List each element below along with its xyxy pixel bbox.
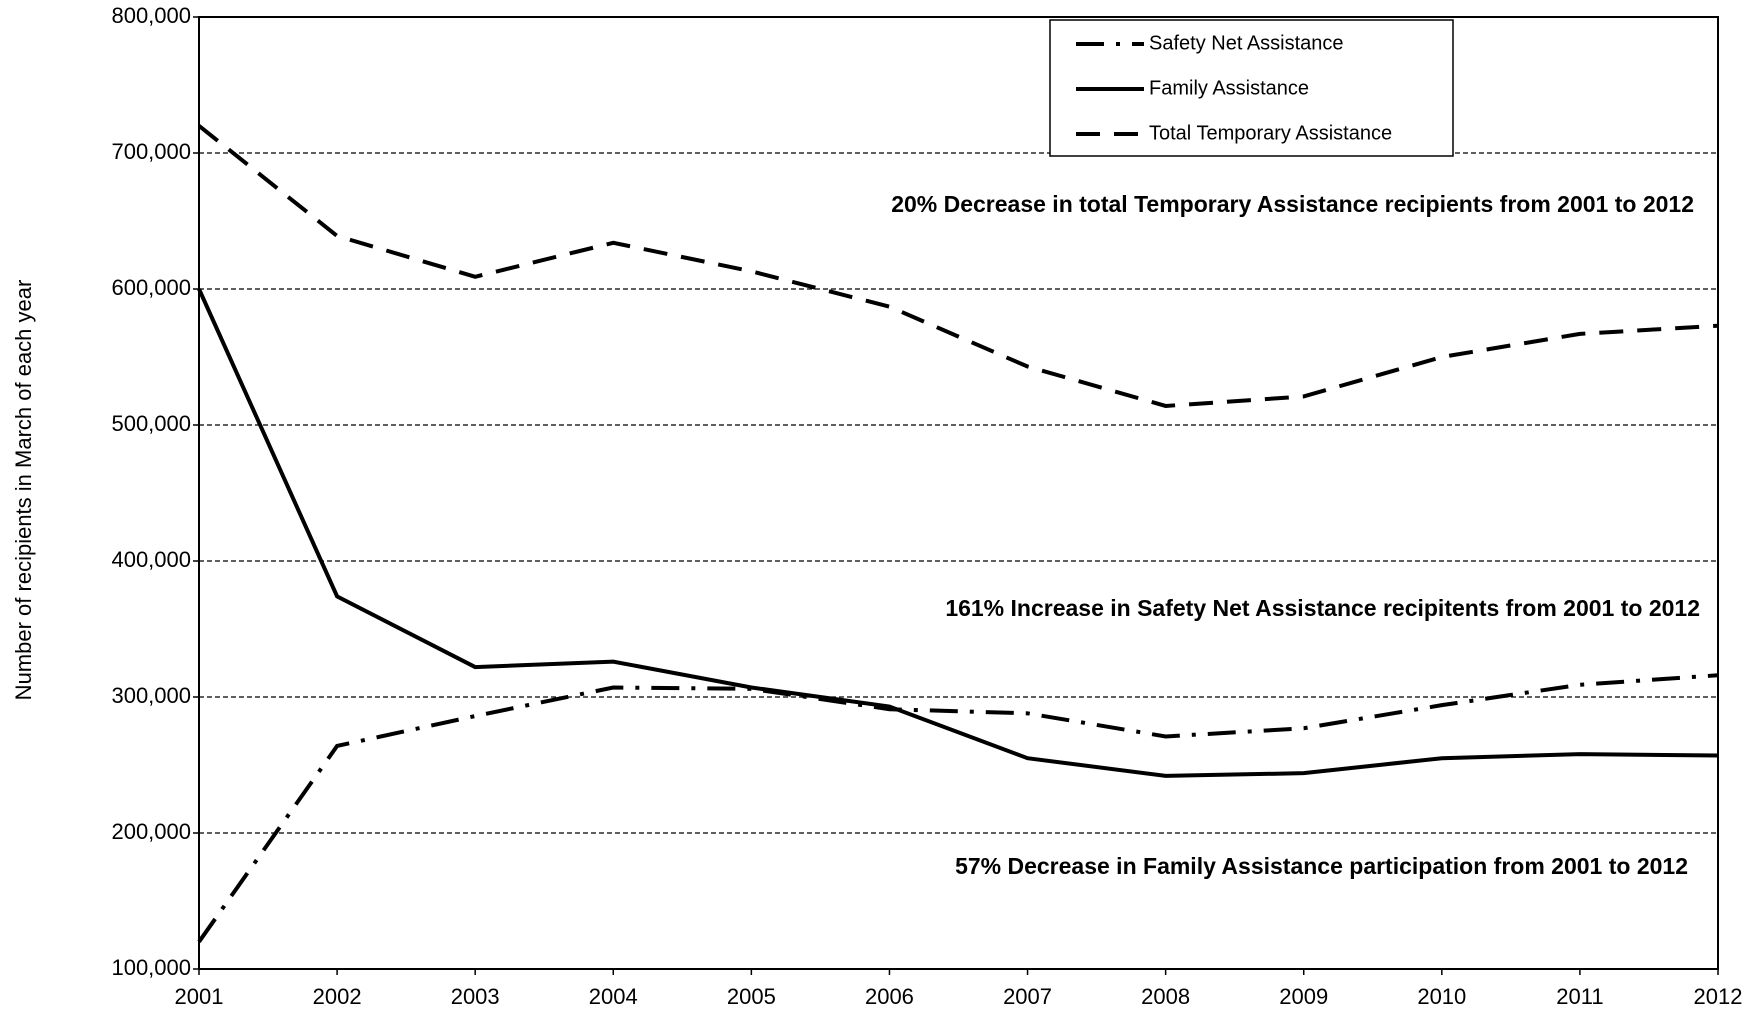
x-tick-label: 2002	[313, 984, 362, 1009]
x-tick-label: 2004	[589, 984, 638, 1009]
y-tick-label: 800,000	[111, 3, 191, 28]
x-tick-label: 2003	[451, 984, 500, 1009]
series-line	[197, 124, 1719, 408]
x-tick-label: 2011	[1556, 984, 1603, 1009]
series-line	[197, 288, 1719, 778]
x-tick-label: 2012	[1694, 984, 1743, 1009]
annotation: 161% Increase in Safety Net Assistance r…	[945, 595, 1700, 621]
series-line	[197, 673, 1719, 943]
x-tick-label: 2010	[1417, 984, 1466, 1009]
y-tick-label: 500,000	[111, 411, 191, 436]
y-tick-label: 600,000	[111, 275, 191, 300]
y-tick-label: 300,000	[111, 683, 191, 708]
x-tick-label: 2006	[865, 984, 914, 1009]
y-tick-label: 400,000	[111, 547, 191, 572]
annotation: 57% Decrease in Family Assistance partic…	[955, 853, 1688, 879]
x-tick-label: 2001	[175, 984, 224, 1009]
x-tick-label: 2007	[1003, 984, 1052, 1009]
y-tick-label: 700,000	[111, 139, 191, 164]
x-tick-label: 2009	[1279, 984, 1328, 1009]
legend-label: Safety Net Assistance	[1149, 32, 1344, 54]
y-axis-label: Number of recipients in March of each ye…	[11, 280, 36, 701]
legend-label: Total Temporary Assistance	[1149, 122, 1392, 144]
y-tick-label: 200,000	[111, 819, 191, 844]
annotation: 20% Decrease in total Temporary Assistan…	[891, 191, 1694, 217]
y-tick-label: 100,000	[111, 955, 191, 980]
plot-frame	[198, 16, 1719, 970]
legend-label: Family Assistance	[1149, 77, 1309, 99]
x-tick-label: 2005	[727, 984, 776, 1009]
x-tick-label: 2008	[1141, 984, 1190, 1009]
